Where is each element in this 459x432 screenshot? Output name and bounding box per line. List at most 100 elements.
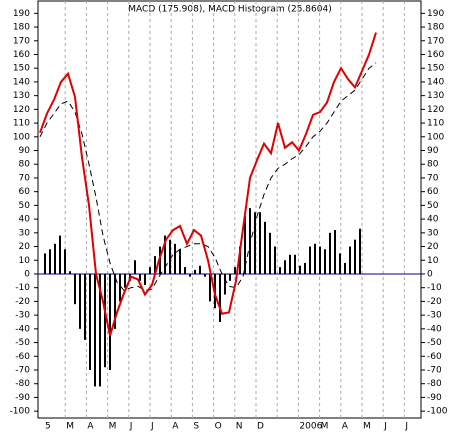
y2-tick-label: 160 bbox=[427, 50, 444, 60]
histogram-bar bbox=[304, 262, 306, 274]
histogram-bar bbox=[99, 273, 101, 387]
histogram-bar bbox=[354, 239, 356, 274]
histogram-bar bbox=[154, 256, 156, 274]
y2-tick-label: 120 bbox=[427, 105, 444, 115]
histogram-bar bbox=[79, 273, 81, 329]
histogram-bar bbox=[104, 273, 106, 368]
y2-tick-label: 10 bbox=[427, 256, 439, 266]
histogram-bar bbox=[54, 243, 56, 274]
y2-tick-label: 190 bbox=[427, 9, 444, 19]
y-tick-label: 40 bbox=[19, 215, 31, 225]
y-tick-label: 160 bbox=[13, 50, 30, 60]
y2-tick-label: 0 bbox=[427, 269, 433, 279]
y-tick-label: -90 bbox=[15, 393, 30, 403]
y-tick-label: 150 bbox=[13, 64, 30, 74]
x-tick-label: A bbox=[172, 422, 179, 432]
x-tick-label: J bbox=[404, 422, 408, 432]
x-tick-label: M bbox=[66, 422, 74, 432]
x-tick-label: O bbox=[215, 422, 222, 432]
y-tick-label: 120 bbox=[13, 105, 30, 115]
y2-tick-label: 180 bbox=[427, 23, 444, 33]
x-tick-label: J bbox=[383, 422, 387, 432]
y-tick-label: -10 bbox=[15, 283, 30, 293]
y-tick-label: 80 bbox=[19, 160, 31, 170]
y-tick-label: 130 bbox=[13, 91, 30, 101]
x-tick-label: N bbox=[236, 422, 243, 432]
y-tick-label: -40 bbox=[15, 324, 30, 334]
histogram-bar bbox=[94, 273, 96, 387]
histogram-bar bbox=[84, 273, 86, 340]
histogram-bar bbox=[219, 273, 221, 322]
histogram-bar bbox=[269, 232, 271, 274]
histogram-bar bbox=[149, 267, 151, 274]
histogram-bar bbox=[229, 273, 231, 281]
y2-tick-label: 60 bbox=[427, 187, 439, 197]
y2-tick-label: -100 bbox=[427, 407, 448, 417]
x-tick-label: 2006 bbox=[299, 422, 322, 432]
plot-frame bbox=[37, 0, 422, 419]
y-tick-label: 10 bbox=[19, 256, 31, 266]
signal-line bbox=[39, 62, 377, 292]
y2-tick-label: -60 bbox=[427, 352, 442, 362]
y2-tick-label: 80 bbox=[427, 160, 439, 170]
x-tick-label: S bbox=[193, 422, 199, 432]
histogram-bar bbox=[69, 271, 71, 274]
histogram-bar bbox=[289, 254, 291, 274]
histogram-bar bbox=[89, 273, 91, 370]
y-tick-label: 170 bbox=[13, 36, 30, 46]
y2-tick-label: -70 bbox=[427, 365, 442, 375]
histogram-bar bbox=[329, 232, 331, 274]
x-tick-label: J bbox=[150, 422, 154, 432]
histogram-bar bbox=[309, 246, 311, 274]
histogram-bar bbox=[249, 208, 251, 274]
histogram-bar bbox=[224, 273, 226, 295]
y-tick-label: 30 bbox=[19, 228, 31, 238]
y2-tick-label: 140 bbox=[427, 77, 444, 87]
y2-tick-label: 50 bbox=[427, 201, 439, 211]
histogram-bar bbox=[339, 253, 341, 274]
histogram-bar bbox=[119, 273, 121, 302]
histogram-bar bbox=[64, 249, 66, 274]
histogram-bar bbox=[134, 260, 136, 274]
histogram-bar bbox=[189, 273, 191, 277]
y-tick-label: 140 bbox=[13, 77, 30, 87]
histogram-bar bbox=[324, 249, 326, 274]
histogram-bar bbox=[344, 262, 346, 274]
histogram-bar bbox=[169, 239, 171, 274]
histogram-bar bbox=[294, 254, 296, 274]
y-tick-label: 190 bbox=[13, 9, 30, 19]
x-tick-label: M bbox=[109, 422, 117, 432]
histogram-bar bbox=[109, 273, 111, 370]
histogram-bar bbox=[279, 267, 281, 274]
histogram-bar bbox=[139, 273, 141, 281]
y-tick-label: -30 bbox=[15, 311, 30, 321]
y2-tick-label: -20 bbox=[427, 297, 442, 307]
histogram-bar bbox=[194, 269, 196, 274]
histogram-bar bbox=[259, 212, 261, 274]
histogram-bar bbox=[114, 273, 116, 329]
y2-tick-label: 20 bbox=[427, 242, 439, 252]
histogram-bar bbox=[299, 265, 301, 274]
histogram-bar bbox=[359, 228, 361, 274]
y-tick-label: -80 bbox=[15, 379, 30, 389]
histogram-bar bbox=[44, 253, 46, 274]
histogram-bar bbox=[334, 230, 336, 274]
y-tick-label: -60 bbox=[15, 352, 30, 362]
y-tick-label: 0 bbox=[24, 269, 30, 279]
y2-tick-label: -40 bbox=[427, 324, 442, 334]
histogram-bar bbox=[319, 246, 321, 274]
histogram-bar bbox=[174, 243, 176, 274]
x-tick-label: A bbox=[342, 422, 349, 432]
y-tick-label: 180 bbox=[13, 23, 30, 33]
histogram-bar bbox=[254, 212, 256, 274]
histogram-bar bbox=[274, 246, 276, 274]
y2-tick-label: 170 bbox=[427, 36, 444, 46]
y-tick-label: -100 bbox=[10, 407, 31, 417]
macd-line bbox=[39, 32, 377, 336]
histogram-bar bbox=[184, 267, 186, 274]
y-tick-label: 90 bbox=[19, 146, 31, 156]
y-tick-label: 50 bbox=[19, 201, 31, 211]
y-tick-label: 70 bbox=[19, 173, 31, 183]
histogram-bar bbox=[349, 246, 351, 274]
